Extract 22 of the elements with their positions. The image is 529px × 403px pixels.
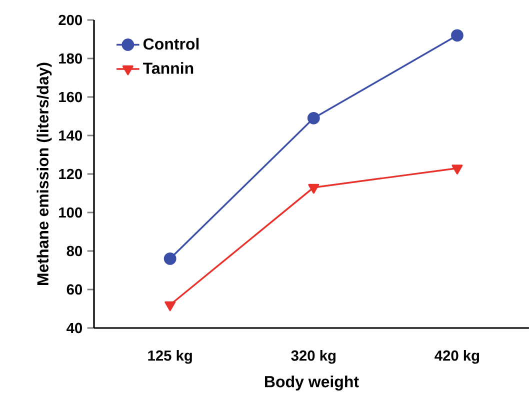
y-tick-label: 80	[66, 246, 82, 256]
legend-label: Control	[143, 38, 199, 50]
y-tick-label: 120	[59, 168, 82, 180]
y-tick-label: 200	[58, 14, 82, 26]
y-tick-label: 100	[59, 207, 82, 218]
y-tick-label: 40	[66, 322, 82, 334]
point	[164, 252, 176, 265]
y-axis-title: Methane emission (liters/day)	[36, 62, 52, 285]
x-tick-label: 125 kg	[148, 350, 192, 364]
point	[307, 112, 320, 124]
y-tick-label: 60	[66, 284, 82, 295]
y-tick-label: 140	[59, 130, 82, 141]
y-tick-label: 160	[59, 92, 82, 102]
x-axis-title: Body weight	[265, 376, 359, 391]
point	[451, 29, 464, 42]
x-tick-label: 320 kg	[291, 350, 336, 364]
point	[164, 301, 176, 312]
y-tick-label: 180	[59, 53, 82, 64]
point	[308, 184, 320, 194]
point	[452, 164, 463, 174]
legend-label: Tannin	[143, 62, 194, 74]
x-tick-label: 420 kg	[434, 350, 480, 364]
